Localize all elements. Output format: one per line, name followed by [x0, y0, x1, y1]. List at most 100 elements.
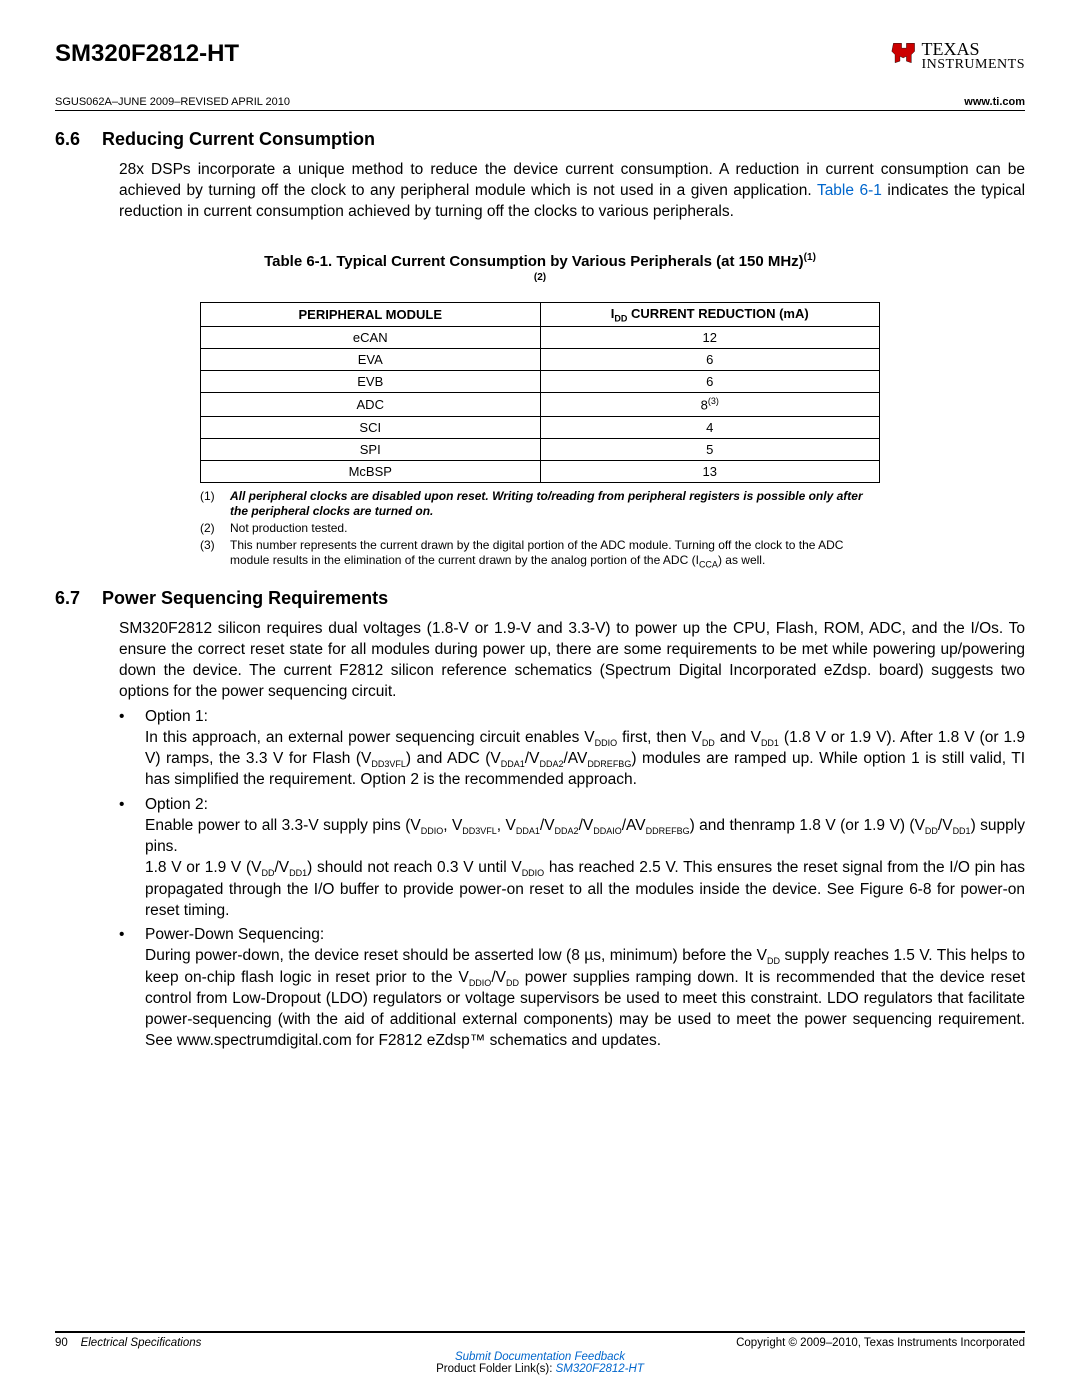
table-row: SCI4 — [201, 416, 880, 438]
opt2-a: Enable power to all 3.3-V supply pins (V — [145, 817, 421, 834]
col-idd-sub: DD — [614, 313, 627, 323]
footer-left: 90 Electrical Specifications — [55, 1337, 201, 1349]
footer-row: 90 Electrical Specifications Copyright ©… — [55, 1337, 1025, 1349]
opt1-f: /V — [525, 750, 540, 767]
folder-label: Product Folder Link(s): — [436, 1363, 556, 1375]
option-2: • Option 2: Enable power to all 3.3-V su… — [119, 795, 1025, 921]
section-6-6-heading: 6.6 Reducing Current Consumption — [55, 129, 1025, 150]
bullet-icon: • — [119, 707, 133, 791]
opt2-s10: DD1 — [289, 869, 307, 879]
table-row: McBSP13 — [201, 460, 880, 482]
footnote: (2) Not production tested. — [200, 521, 880, 536]
opt1-g: /AV — [563, 750, 587, 767]
pd-s3: DD — [506, 978, 519, 988]
opt2-k: /V — [274, 859, 289, 876]
footnote-number: (2) — [200, 521, 222, 536]
cell-value: 5 — [540, 438, 880, 460]
pd-s2: DDIO — [469, 978, 492, 988]
footnote: (3) This number represents the current dr… — [200, 538, 880, 571]
opt2-b: , V — [443, 817, 462, 834]
opt2-s9: DD — [261, 869, 274, 879]
opt1-s6: DDA2 — [539, 759, 563, 769]
feedback-link[interactable]: Submit Documentation Feedback — [455, 1351, 625, 1363]
cell-value: 4 — [540, 416, 880, 438]
footnote-number: (3) — [200, 538, 222, 571]
option-1-label: Option 1: — [145, 707, 1025, 728]
footer-rule — [55, 1331, 1025, 1333]
sub-header: SGUS062A–JUNE 2009–REVISED APRIL 2010 ww… — [55, 96, 1025, 111]
pd-c: /V — [491, 969, 506, 986]
section-6-7-title: Power Sequencing Requirements — [102, 588, 388, 609]
opt2-e: /V — [579, 817, 594, 834]
table-row: EVB6 — [201, 371, 880, 393]
opt2-s8: DD1 — [953, 826, 971, 836]
cell-module: ADC — [201, 393, 541, 416]
section-6-7: 6.7 Power Sequencing Requirements SM320F… — [55, 588, 1025, 1051]
section-6-6-body: 28x DSPs incorporate a unique method to … — [119, 160, 1025, 223]
ti-logo-texas: TEXAS — [921, 40, 1025, 58]
opt2-h: /V — [938, 817, 953, 834]
pd-s1: DD — [767, 957, 780, 967]
opt1-s7: DDREFBG — [587, 759, 631, 769]
ti-logo-text: TEXAS INSTRUMENTS — [921, 40, 1025, 72]
option-2-content: Option 2: Enable power to all 3.3-V supp… — [145, 795, 1025, 921]
opt1-b: first, then V — [617, 729, 702, 746]
opt2-d: /V — [540, 817, 555, 834]
cell-module: EVB — [201, 371, 541, 393]
footer-copyright: Copyright © 2009–2010, Texas Instruments… — [736, 1337, 1025, 1349]
table-row: EVA6 — [201, 349, 880, 371]
table-footnotes: (1)All peripheral clocks are disabled up… — [200, 489, 880, 571]
bullet-icon: • — [119, 925, 133, 1051]
cell-value: 8(3) — [540, 393, 880, 416]
cell-value: 6 — [540, 371, 880, 393]
ti-logo-icon — [891, 40, 917, 66]
table-6-1-link[interactable]: Table 6-1 — [817, 182, 882, 199]
cell-value: 13 — [540, 460, 880, 482]
opt2-f: /AV — [622, 817, 646, 834]
opt1-s4: DD3VFL — [371, 759, 406, 769]
option-1-content: Option 1: In this approach, an external … — [145, 707, 1025, 791]
pd-a: During power-down, the device reset shou… — [145, 947, 767, 964]
ti-logo-instruments: INSTRUMENTS — [921, 58, 1025, 72]
opt2-s4: DDA2 — [555, 826, 579, 836]
table-caption-text: Table 6-1. Typical Current Consumption b… — [264, 253, 804, 270]
opt1-s2: DD — [702, 738, 715, 748]
footnote-text: All peripheral clocks are disabled upon … — [230, 489, 880, 519]
page-number: 90 — [55, 1337, 68, 1349]
opt2-j: 1.8 V or 1.9 V (V — [145, 859, 261, 876]
header-url[interactable]: www.ti.com — [964, 96, 1025, 108]
footnote-text: This number represents the current drawn… — [230, 538, 880, 571]
page-footer: 90 Electrical Specifications Copyright ©… — [55, 1331, 1025, 1375]
col-idd: IDD CURRENT REDUCTION (mA) — [540, 302, 880, 327]
opt2-s1: DDIO — [421, 826, 444, 836]
bullet-icon: • — [119, 795, 133, 921]
table-row: SPI5 — [201, 438, 880, 460]
cell-module: SCI — [201, 416, 541, 438]
options-list: • Option 1: In this approach, an externa… — [119, 707, 1025, 1052]
table-row: ADC8(3) — [201, 393, 880, 416]
cell-value: 6 — [540, 349, 880, 371]
cell-module: SPI — [201, 438, 541, 460]
part-number: SM320F2812-HT — [55, 40, 239, 68]
footnote: (1)All peripheral clocks are disabled up… — [200, 489, 880, 519]
cell-module: McBSP — [201, 460, 541, 482]
opt2-g: ) and thenramp 1.8 V (or 1.9 V) (V — [690, 817, 925, 834]
table-row: eCAN12 — [201, 327, 880, 349]
opt1-c: and V — [715, 729, 761, 746]
opt1-s1: DDIO — [595, 738, 618, 748]
opt1-s5: DDA1 — [501, 759, 525, 769]
page-header: SM320F2812-HT TEXAS INSTRUMENTS — [55, 40, 1025, 72]
footer-center: Submit Documentation Feedback Product Fo… — [55, 1351, 1025, 1375]
opt2-s5: DDAIO — [593, 826, 622, 836]
section-6-6-title: Reducing Current Consumption — [102, 129, 375, 150]
col-peripheral: PERIPHERAL MODULE — [201, 302, 541, 327]
opt2-c: , V — [497, 817, 516, 834]
cell-module: EVA — [201, 349, 541, 371]
folder-link[interactable]: SM320F2812-HT — [556, 1363, 644, 1375]
table-6-1: PERIPHERAL MODULE IDD CURRENT REDUCTION … — [200, 302, 880, 483]
option-1: • Option 1: In this approach, an externa… — [119, 707, 1025, 791]
footnote-text: Not production tested. — [230, 521, 347, 536]
option-2-label: Option 2: — [145, 795, 1025, 816]
table-caption-sup1: (1) — [804, 252, 816, 263]
cell-module: eCAN — [201, 327, 541, 349]
